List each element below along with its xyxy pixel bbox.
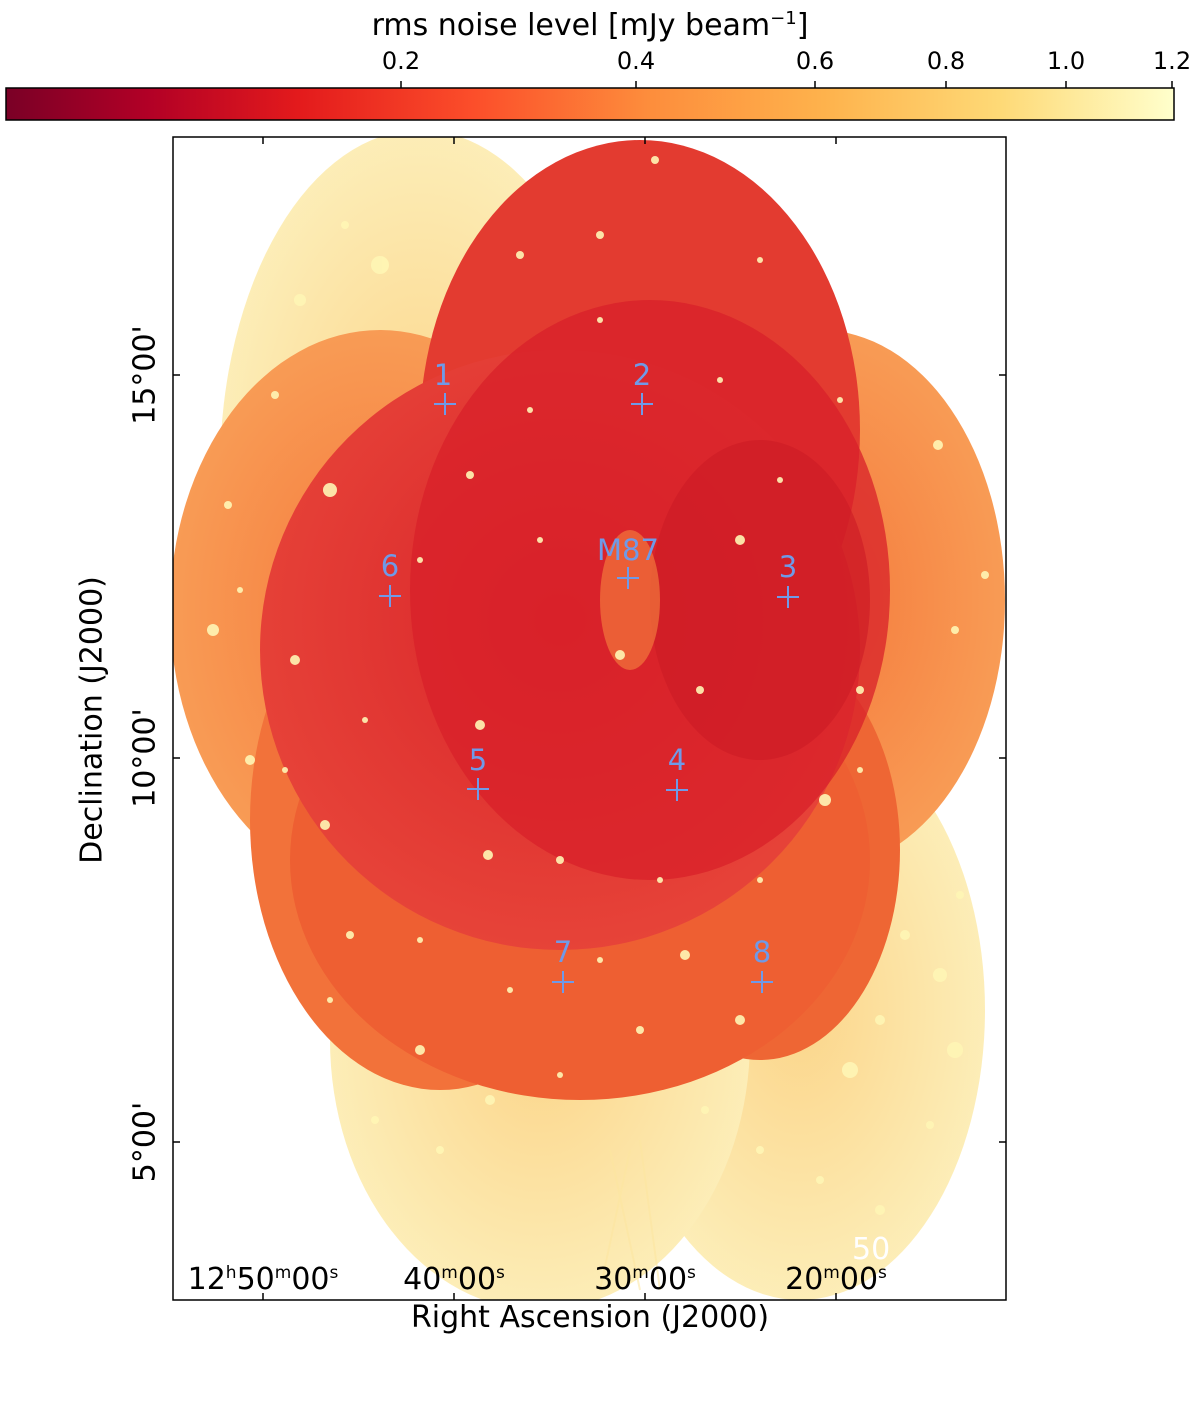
colorbar-tick-label: 0.8 (926, 47, 966, 75)
cross-6 (379, 585, 401, 607)
colorbar-tick-label: 0.6 (795, 47, 835, 75)
pointing-label-1: 1 (433, 358, 453, 392)
pointing-label-3: 3 (778, 550, 798, 584)
y-tick-label: 10°00' (127, 708, 163, 808)
colorbar-title: rms noise level [mJy beam−1] (371, 8, 809, 43)
y-tick-label: 5°00' (127, 1101, 163, 1183)
plot-frame (172, 136, 1007, 1301)
colorbar-tick-label: 0.2 (381, 47, 421, 75)
colorbar-tick-label: 1.2 (1152, 47, 1192, 75)
cross-2 (631, 393, 653, 415)
colorbar (5, 87, 1175, 121)
x-tick-label: 30m00s (594, 1262, 696, 1297)
x-tick-label: 20m00s (785, 1262, 887, 1297)
cross-1 (434, 393, 456, 415)
cross-8 (751, 971, 773, 993)
cross-7 (552, 971, 574, 993)
cross-5 (467, 778, 489, 800)
x-tick-label: 40m00s (403, 1262, 505, 1297)
pointing-label-5: 5 (468, 743, 488, 777)
pointing-label-m87: M87 (597, 533, 659, 567)
pointing-crosses (379, 393, 799, 993)
pointing-label-2: 2 (632, 358, 652, 392)
cross-m87 (617, 567, 639, 589)
colorbar-ticks (400, 81, 1173, 88)
scale-bar-label: 50 (852, 1232, 891, 1267)
pointing-label-4: 4 (667, 743, 687, 777)
pointing-label-8: 8 (752, 935, 772, 969)
pointing-label-7: 7 (553, 935, 573, 969)
y-tick-label: 15°00' (127, 325, 163, 425)
pointing-label-6: 6 (380, 549, 400, 583)
cross-3 (777, 586, 799, 608)
noise-map-image (173, 137, 1006, 1300)
axis-ticks (173, 137, 1006, 1300)
colorbar-tick-label: 1.0 (1046, 47, 1086, 75)
cross-4 (666, 779, 688, 801)
y-axis-label: Declination (J2000) (74, 576, 110, 864)
x-tick-label: 12h50m00s (187, 1262, 339, 1297)
colorbar-tick-label: 0.4 (616, 47, 656, 75)
